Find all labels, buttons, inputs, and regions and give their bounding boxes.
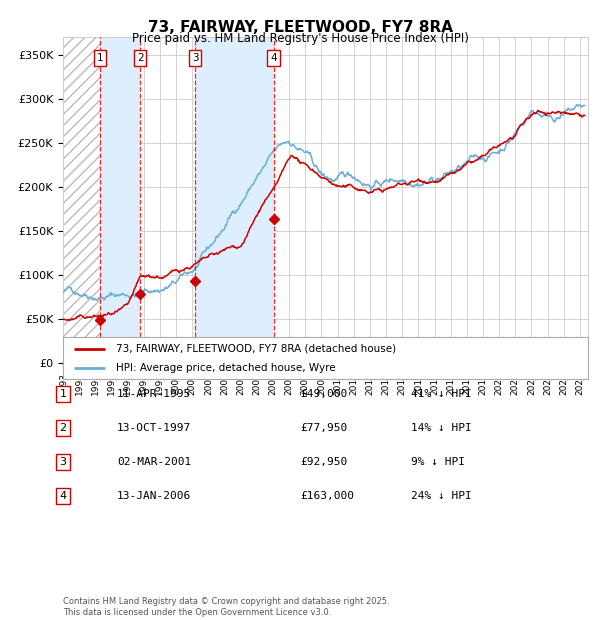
Text: 13-OCT-1997: 13-OCT-1997 [117,423,191,433]
Text: 1: 1 [97,53,103,63]
Text: 9% ↓ HPI: 9% ↓ HPI [411,457,465,467]
Text: 73, FAIRWAY, FLEETWOOD, FY7 8RA: 73, FAIRWAY, FLEETWOOD, FY7 8RA [148,20,452,35]
Bar [63,37,100,363]
Text: 24% ↓ HPI: 24% ↓ HPI [411,491,472,501]
Bar [195,37,274,363]
Text: £92,950: £92,950 [300,457,347,467]
Text: Contains HM Land Registry data © Crown copyright and database right 2025.
This d: Contains HM Land Registry data © Crown c… [63,598,389,617]
Text: 4: 4 [59,491,67,501]
Text: 2: 2 [137,53,143,63]
Text: 1: 1 [59,389,67,399]
Text: HPI: Average price, detached house, Wyre: HPI: Average price, detached house, Wyre [115,363,335,373]
Text: 2: 2 [59,423,67,433]
Text: 3: 3 [59,457,67,467]
Text: 13-JAN-2006: 13-JAN-2006 [117,491,191,501]
Text: £163,000: £163,000 [300,491,354,501]
Text: 73, FAIRWAY, FLEETWOOD, FY7 8RA (detached house): 73, FAIRWAY, FLEETWOOD, FY7 8RA (detache… [115,343,395,353]
Bar [100,37,140,363]
Text: £77,950: £77,950 [300,423,347,433]
Text: Price paid vs. HM Land Registry's House Price Index (HPI): Price paid vs. HM Land Registry's House … [131,32,469,45]
Text: 3: 3 [191,53,198,63]
Text: 4: 4 [271,53,277,63]
Text: 41% ↓ HPI: 41% ↓ HPI [411,389,472,399]
Text: 02-MAR-2001: 02-MAR-2001 [117,457,191,467]
Text: 14% ↓ HPI: 14% ↓ HPI [411,423,472,433]
Text: £49,000: £49,000 [300,389,347,399]
Text: 11-APR-1995: 11-APR-1995 [117,389,191,399]
